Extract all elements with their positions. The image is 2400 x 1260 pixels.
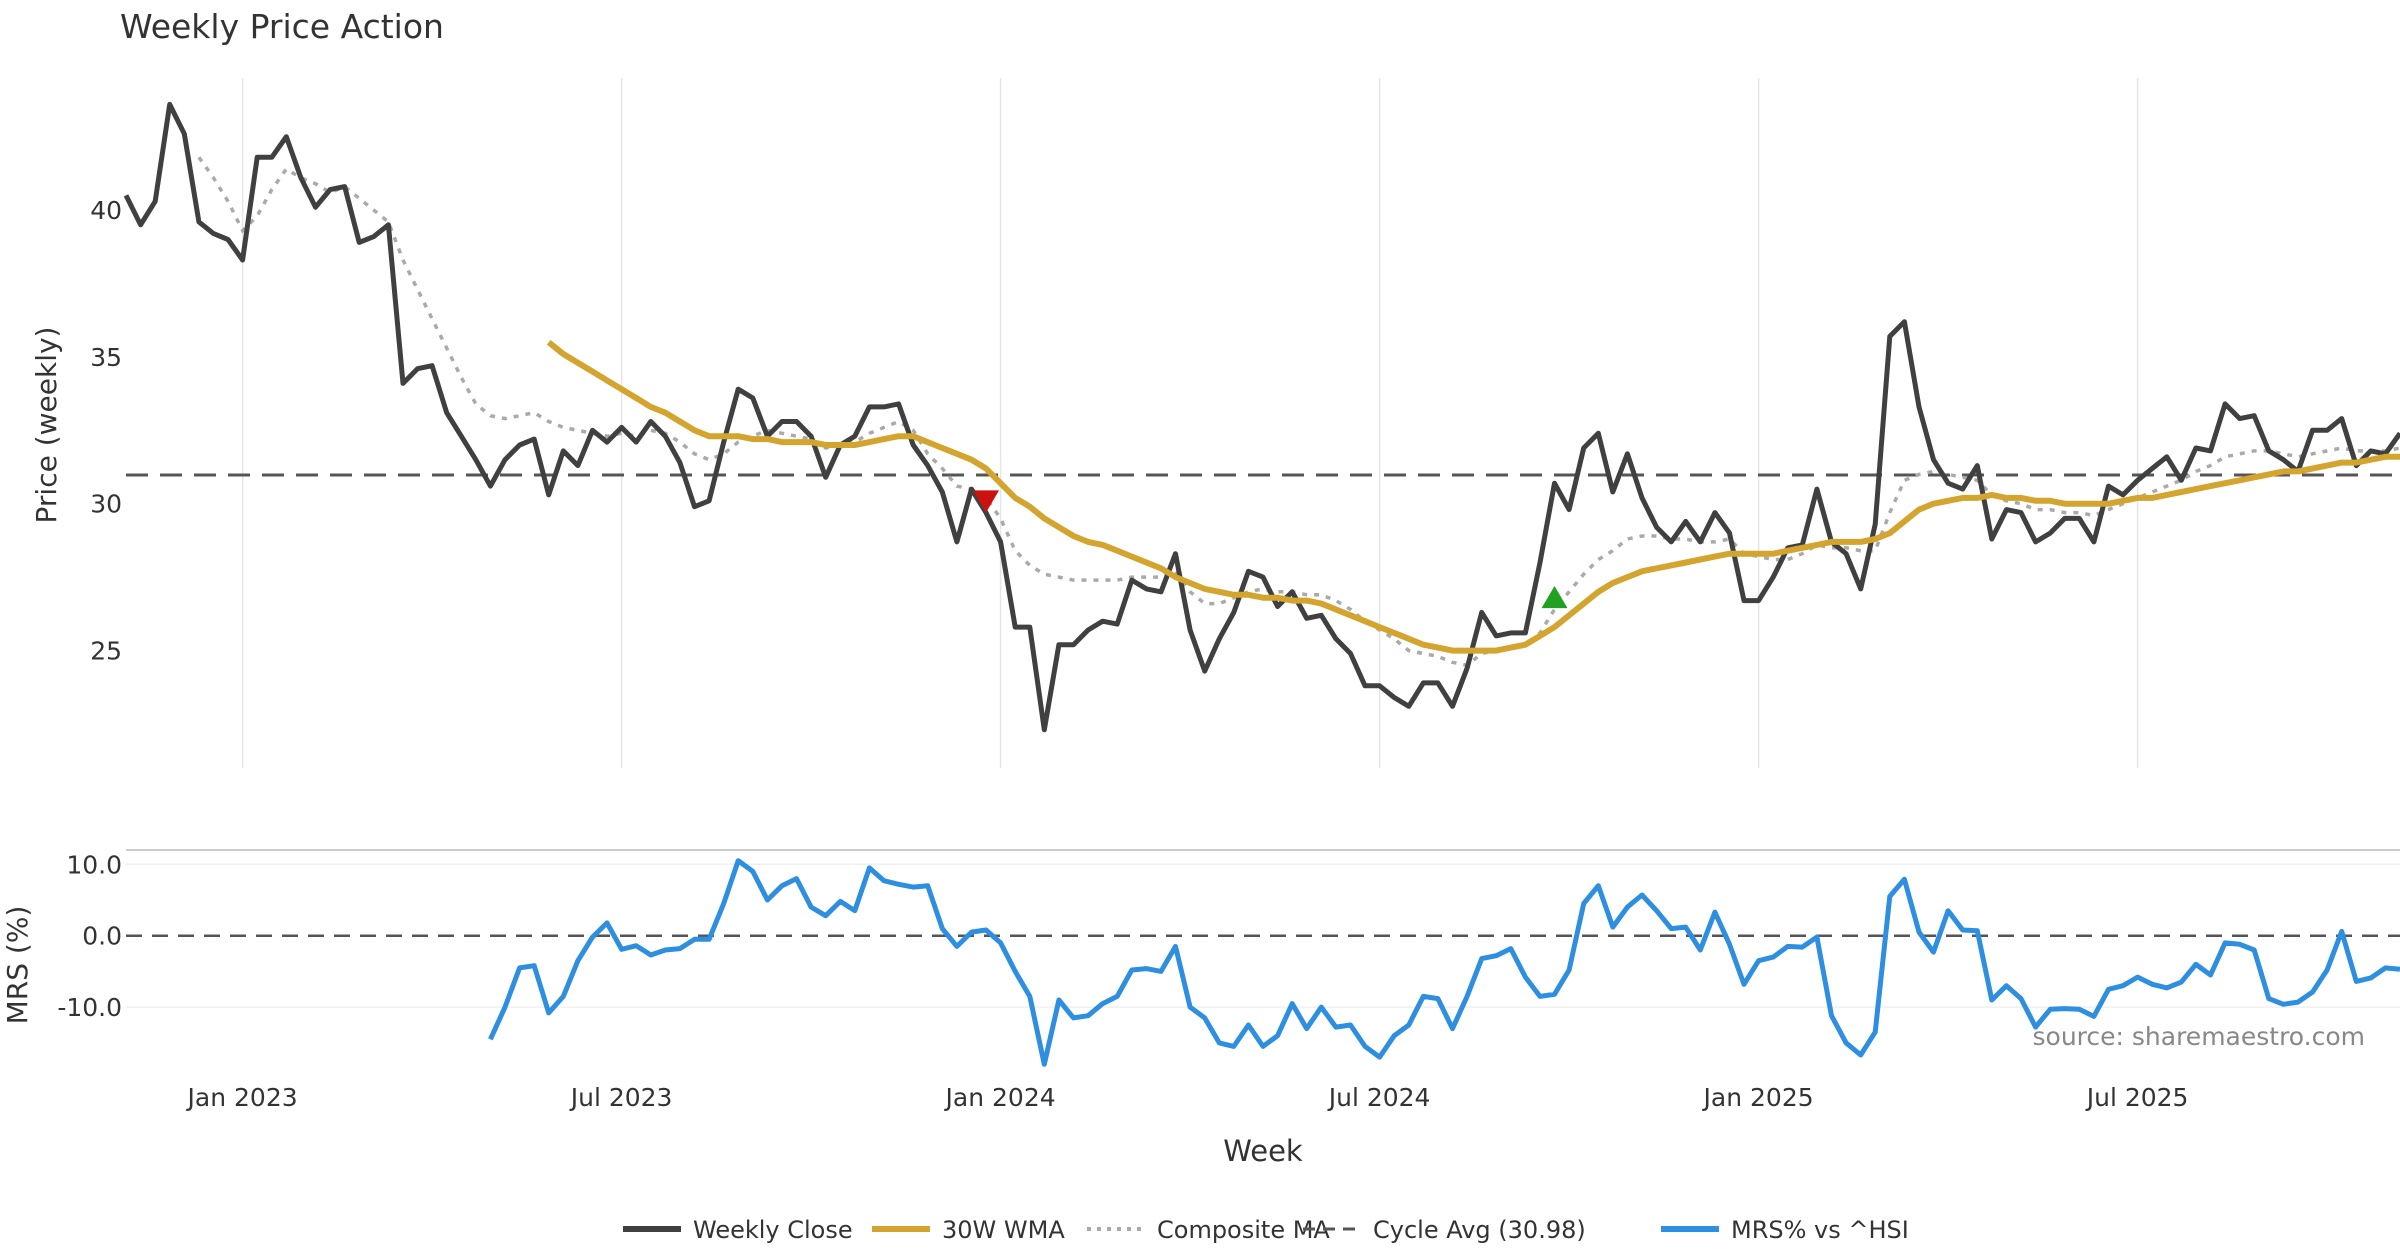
mrs-y-tick-2: -10.0 [57, 993, 122, 1022]
x-tick-0: Jan 2023 [186, 1083, 298, 1112]
price-y-label: Price (weekly) [30, 327, 63, 524]
legend-label-wma: 30W WMA [942, 1216, 1065, 1244]
source-note: source: sharemaestro.com [2033, 1022, 2366, 1051]
legend-label-weekly_close: Weekly Close [693, 1216, 853, 1244]
mrs-y-label: MRS (%) [1, 906, 34, 1025]
legend-label-mrs: MRS% vs ^HSI [1731, 1216, 1909, 1244]
price-grid [241, 78, 2139, 768]
price-y-tick-0: 25 [90, 637, 122, 666]
mrs-panel: 10.0 0.0 -10.0 MRS (%) source: sharemaestr… [1, 849, 2400, 1067]
price-panel: 25 30 35 40 Price (weekly) [30, 78, 2400, 768]
x-tick-2: Jan 2024 [944, 1083, 1056, 1112]
sell-signal-marker-0 [973, 490, 1000, 513]
price-y-ticks: 25 30 35 40 [90, 196, 122, 665]
buy-signal-marker-1 [1541, 586, 1568, 609]
signal-markers [973, 490, 1568, 609]
mrs-vs-hsi-line [488, 858, 2400, 1067]
chart-title: Weekly Price Action [120, 7, 444, 46]
mrs-y-tick-1: 0.0 [82, 922, 122, 951]
x-tick-5: Jul 2025 [2085, 1083, 2189, 1112]
price-y-tick-3: 40 [90, 196, 122, 225]
price-y-tick-1: 30 [90, 490, 122, 519]
wma-30w-line [546, 339, 2400, 654]
mrs-y-ticks: 10.0 0.0 -10.0 [57, 850, 122, 1022]
chart-legend: Weekly Close 30W WMA Composite MA Cycle Avg… [623, 1216, 1909, 1244]
weekly-close-line [123, 101, 2400, 733]
composite-ma-line [197, 156, 2400, 668]
x-axis-label: Week [1223, 1134, 1303, 1168]
x-tick-4: Jan 2025 [1702, 1083, 1814, 1112]
legend-label-composite_ma: Composite MA [1157, 1216, 1330, 1244]
x-tick-3: Jul 2024 [1327, 1083, 1431, 1112]
legend-label-cycle_avg: Cycle Avg (30.98) [1373, 1216, 1586, 1244]
x-tick-1: Jul 2023 [569, 1083, 673, 1112]
price-y-tick-2: 35 [90, 343, 122, 372]
x-axis-ticks: Jan 2023 Jul 2023 Jan 2024 Jul 2024 Jan 2025… [186, 1083, 2189, 1112]
mrs-y-tick-0: 10.0 [66, 850, 122, 879]
